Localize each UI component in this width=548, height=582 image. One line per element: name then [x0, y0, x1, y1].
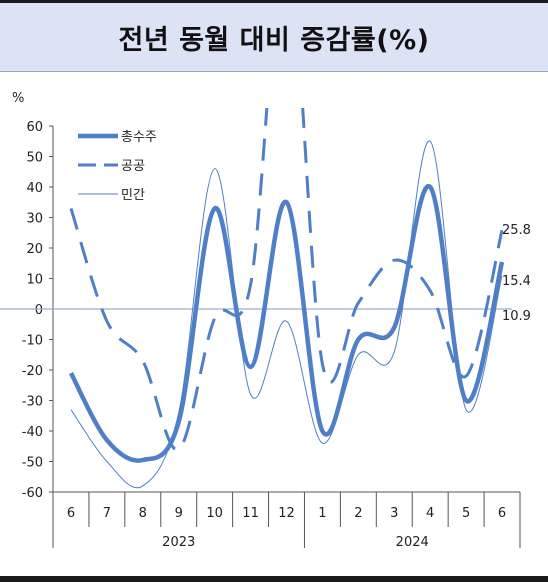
bottom-border: [0, 576, 548, 582]
end-labels: 25.8 15.4 10.9: [502, 223, 531, 324]
y-tick-label: 0: [35, 303, 43, 318]
x-tick-label: 10: [206, 506, 223, 521]
y-tick-label: 30: [26, 212, 43, 227]
series-layer: [69, 108, 505, 489]
x-tick-label: 3: [390, 506, 398, 521]
top-border: [0, 0, 548, 3]
legend-label: 총수주: [121, 130, 157, 145]
year-label: 2023: [162, 535, 195, 550]
end-value-label: 15.4: [502, 274, 531, 289]
chart-header: 전년 동월 대비 증감률(%): [0, 3, 548, 72]
y-tick-label: 20: [26, 242, 43, 257]
x-tick-label: 12: [278, 506, 295, 521]
x-tick-label: 1: [318, 506, 326, 521]
x-tick-label: 4: [426, 506, 434, 521]
y-axis: 60 50 40 30 20 10 0 -10 -20 -30 -40 -50 -60: [22, 120, 54, 501]
end-value-label: 25.8: [502, 223, 531, 238]
legend-label: 공공: [121, 159, 145, 174]
x-tick-label: 6: [67, 506, 75, 521]
y-tick-label: 50: [26, 151, 43, 166]
y-tick-label: 60: [26, 120, 43, 135]
x-tick-label: 11: [242, 506, 259, 521]
y-tick-label: -20: [22, 364, 43, 379]
y-tick-label: 10: [26, 273, 43, 288]
chart-title: 전년 동월 대비 증감률(%): [118, 24, 430, 56]
y-unit-label: %: [12, 91, 24, 106]
year-label: 2024: [396, 535, 429, 550]
x-tick-label: 9: [175, 506, 183, 521]
end-value-label: 10.9: [502, 309, 531, 324]
x-tick-label: 2: [354, 506, 362, 521]
x-tick-label: 7: [103, 506, 111, 521]
x-tick-label: 8: [139, 506, 147, 521]
series-public: [69, 108, 504, 451]
y-tick-label: -40: [22, 425, 43, 440]
series-total-orders: [69, 184, 505, 463]
x-tick-label: 5: [462, 506, 470, 521]
legend-label: 민간: [121, 188, 145, 203]
y-tick-label: 40: [26, 181, 43, 196]
x-tick-label: 6: [498, 506, 506, 521]
y-tick-label: -60: [22, 486, 43, 501]
y-tick-label: -10: [22, 334, 43, 349]
y-tick-label: -30: [22, 395, 43, 410]
y-tick-label: -50: [22, 456, 43, 471]
